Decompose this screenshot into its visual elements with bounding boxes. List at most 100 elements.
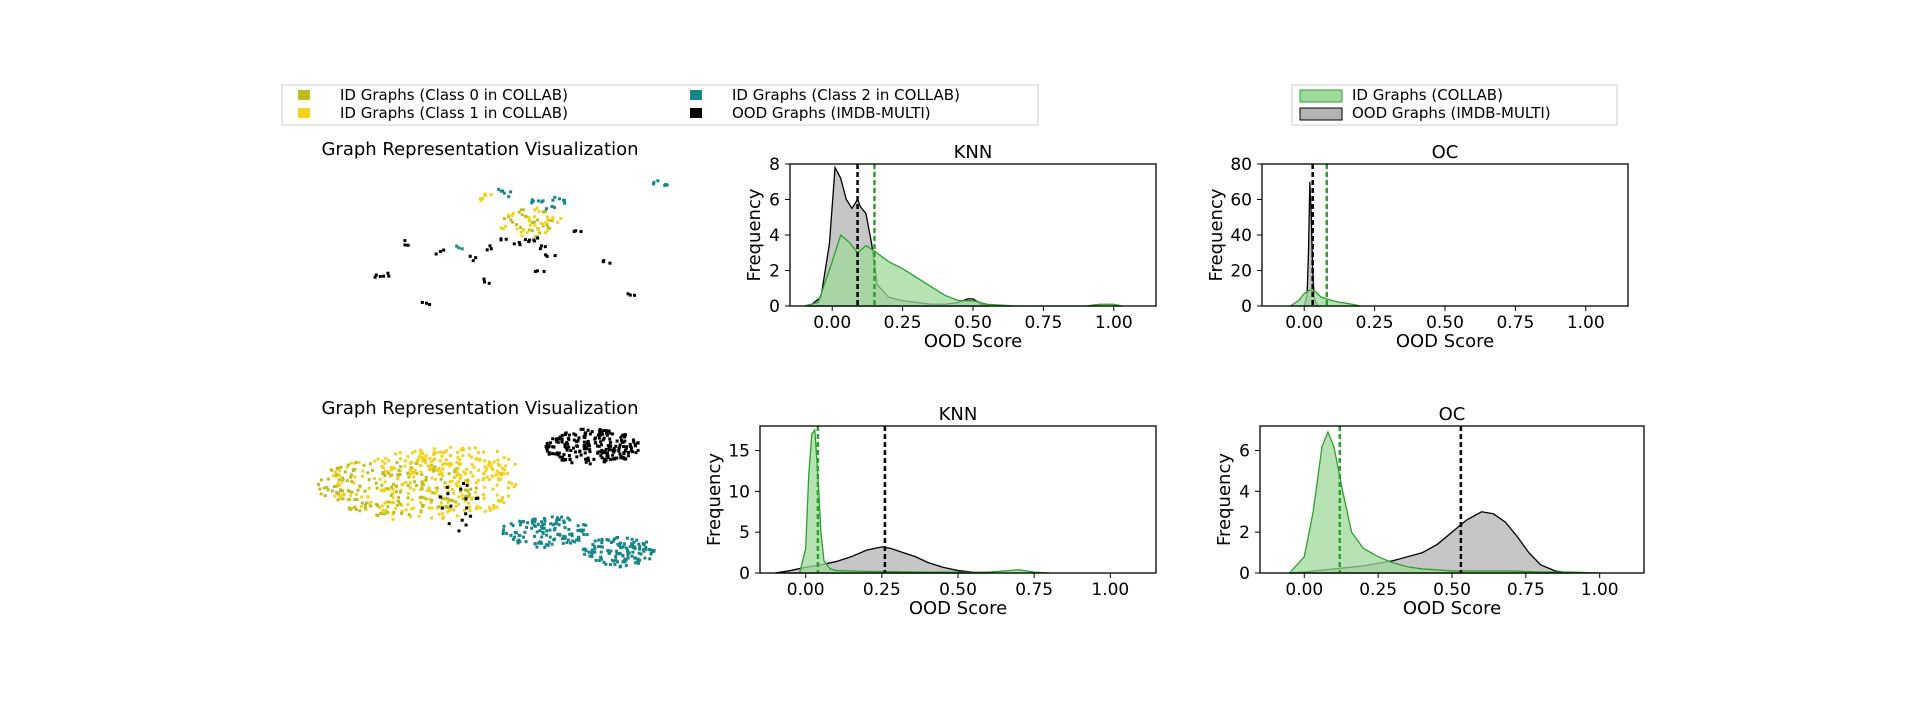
scatter-point — [495, 483, 499, 487]
scatter-point — [376, 503, 380, 507]
scatter-point — [512, 485, 516, 489]
scatter-point — [621, 545, 625, 549]
scatter-point — [621, 445, 625, 449]
scatter-point — [339, 496, 343, 500]
scatter-point — [536, 218, 540, 222]
scatter-point — [485, 248, 489, 252]
scatter-point — [641, 548, 645, 552]
scatter-point — [634, 556, 638, 560]
scatter-point — [426, 464, 430, 468]
scatter-point — [507, 457, 511, 461]
scatter-point — [490, 465, 494, 469]
scatter-point — [557, 451, 561, 455]
scatter-point — [599, 454, 603, 458]
scatter-point — [575, 444, 579, 448]
scatter-point — [596, 450, 600, 454]
scatter-point — [624, 564, 628, 568]
scatter-point — [560, 440, 564, 444]
x-axis-label: OOD Score — [1396, 331, 1494, 352]
scatter-point — [354, 508, 358, 512]
scatter-point — [544, 231, 548, 235]
scatter-point — [619, 456, 623, 460]
scatter-point — [415, 459, 419, 463]
scatter-point — [367, 501, 371, 505]
scatter-point — [396, 477, 400, 481]
scatter-point — [553, 254, 557, 258]
scatter-point — [462, 482, 466, 486]
scatter-point — [441, 516, 445, 520]
scatter-point — [579, 427, 583, 431]
id-density-area — [1288, 430, 1600, 574]
scatter-point — [612, 559, 616, 563]
scatter-point — [380, 459, 384, 463]
scatter-point — [535, 545, 539, 549]
scatter-point — [495, 493, 499, 497]
scatter-point — [475, 504, 479, 508]
scatter-panel-bottom: Graph Representation Visualization — [317, 398, 656, 569]
scatter-point — [522, 228, 526, 232]
scatter-point — [629, 444, 633, 448]
scatter-point — [547, 445, 551, 449]
scatter-point — [404, 508, 408, 512]
scatter-point — [509, 218, 513, 222]
scatter-point — [524, 540, 528, 544]
scatter-point — [645, 540, 649, 544]
scatter-point — [363, 506, 367, 510]
scatter-point — [409, 515, 413, 519]
scatter-point — [438, 459, 442, 463]
scatter-point — [568, 518, 572, 522]
scatter-point — [507, 213, 511, 217]
scatter-point — [636, 448, 640, 452]
scatter-point — [496, 462, 500, 466]
scatter-point — [364, 501, 368, 505]
scatter-point — [567, 433, 571, 437]
scatter-point — [483, 192, 487, 196]
scatter-point — [438, 450, 442, 454]
scatter-point — [503, 468, 507, 472]
scatter-point — [558, 455, 562, 459]
scatter-point — [605, 538, 609, 542]
scatter-point — [550, 452, 554, 456]
scatter-point — [614, 549, 618, 553]
scatter-point — [517, 210, 521, 214]
scatter-point — [413, 480, 417, 484]
scatter-point — [399, 488, 403, 492]
scatter-point — [484, 194, 488, 198]
x-tick-label: 0.25 — [884, 313, 922, 333]
scatter-point — [439, 477, 443, 481]
scatter-point — [582, 443, 586, 447]
scatter-point — [387, 487, 391, 491]
scatter-point — [483, 509, 487, 513]
scatter-point — [502, 456, 506, 460]
scatter-point — [491, 468, 495, 472]
scatter-point — [502, 500, 506, 504]
scatter-point — [482, 477, 486, 481]
density-panel-1: KNN 0.00 0.25 0.50 0.75 1.00 0 2 4 6 8 OOD Score Fre… — [744, 142, 1157, 352]
scatter-point — [487, 281, 491, 285]
y-tick-label: 40 — [1230, 226, 1252, 246]
scatter-point — [538, 541, 542, 545]
scatter-point — [528, 219, 532, 223]
scatter-point — [501, 189, 505, 193]
scatter-point — [575, 455, 579, 459]
x-tick-label: 0.25 — [863, 580, 901, 600]
scatter-point — [434, 451, 438, 455]
scatter-point — [348, 508, 352, 512]
scatter-point — [428, 489, 432, 493]
scatter-point — [607, 429, 611, 433]
scatter-point — [633, 293, 637, 297]
scatter-point — [387, 500, 391, 504]
scatter-point — [450, 479, 454, 483]
scatter-point — [413, 471, 417, 475]
scatter-point — [562, 521, 566, 525]
y-tick-label: 2 — [769, 262, 780, 282]
density-panel-2: OC 0.00 0.25 0.50 0.75 1.00 0 20 40 60 80 OOD Score… — [1206, 142, 1629, 352]
scatter-point — [586, 456, 590, 460]
scatter-point — [431, 469, 435, 473]
scatter-point — [461, 497, 465, 501]
scatter-point — [349, 493, 353, 497]
scatter-point — [455, 474, 459, 478]
scatter-point — [615, 560, 619, 564]
scatter-point — [581, 427, 585, 431]
x-axis-label: OOD Score — [909, 598, 1007, 619]
